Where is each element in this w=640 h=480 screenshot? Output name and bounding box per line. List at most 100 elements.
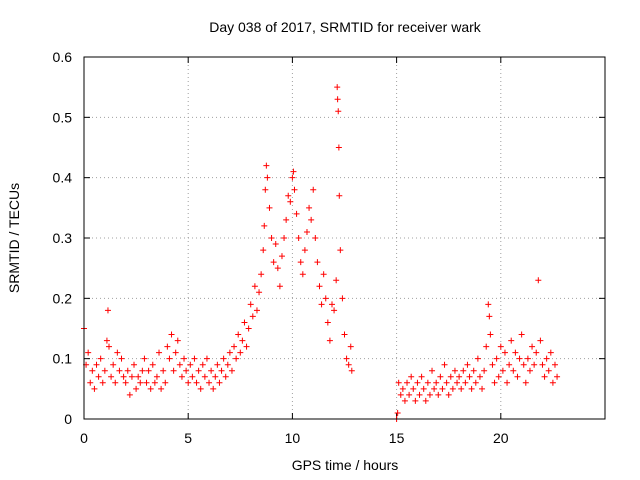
data-point-marker	[120, 373, 127, 380]
data-point-marker	[160, 367, 167, 374]
data-point-marker	[104, 307, 111, 314]
data-point-marker	[394, 409, 401, 416]
data-point-marker	[162, 379, 169, 386]
data-point-marker	[320, 271, 327, 278]
data-point-marker	[101, 367, 108, 374]
data-point-marker	[437, 373, 444, 380]
data-point-marker	[118, 355, 125, 362]
data-point-marker	[514, 373, 521, 380]
data-point-marker	[334, 96, 341, 103]
data-point-marker	[274, 265, 281, 272]
data-point-marker	[472, 379, 479, 386]
data-point-marker	[433, 379, 440, 386]
data-point-marker	[322, 295, 329, 302]
data-point-marker	[156, 349, 163, 356]
data-point-marker	[285, 192, 292, 199]
data-point-marker	[262, 186, 269, 193]
data-point-marker	[404, 379, 411, 386]
data-point-marker	[203, 355, 210, 362]
y-tick-label: 0.1	[53, 351, 73, 367]
data-point-marker	[443, 379, 450, 386]
y-tick-label: 0.4	[53, 170, 73, 186]
data-point-marker	[462, 379, 469, 386]
data-point-marker	[199, 361, 206, 368]
data-point-marker	[170, 367, 177, 374]
data-point-marker	[181, 355, 188, 362]
data-point-marker	[191, 355, 198, 362]
data-point-marker	[399, 385, 406, 392]
data-point-marker	[145, 367, 152, 374]
data-point-marker	[541, 373, 548, 380]
data-point-marker	[414, 379, 421, 386]
data-point-marker	[486, 313, 493, 320]
data-point-marker	[87, 379, 94, 386]
data-point-marker	[103, 337, 110, 344]
data-point-marker	[318, 301, 325, 308]
x-axis-ticks: 0 5 10 15 20	[80, 57, 509, 446]
data-point-marker	[174, 337, 181, 344]
data-point-marker	[231, 343, 238, 350]
data-point-marker	[256, 289, 263, 296]
y-tick-label: 0.6	[53, 49, 73, 65]
data-point-marker	[501, 349, 508, 356]
data-point-marker	[308, 216, 315, 223]
data-points	[81, 84, 561, 422]
data-point-marker	[137, 379, 144, 386]
x-axis-label: GPS time / hours	[292, 457, 399, 473]
data-point-marker	[547, 349, 554, 356]
data-point-marker	[233, 355, 240, 362]
data-point-marker	[310, 186, 317, 193]
data-point-marker	[220, 355, 227, 362]
data-point-marker	[489, 361, 496, 368]
data-point-marker	[289, 174, 296, 181]
data-point-marker	[435, 391, 442, 398]
data-point-marker	[266, 204, 273, 211]
data-point-marker	[464, 361, 471, 368]
data-point-marker	[108, 373, 115, 380]
data-point-marker	[460, 367, 467, 374]
data-point-marker	[426, 391, 433, 398]
data-point-marker	[306, 204, 313, 211]
data-point-marker	[189, 373, 196, 380]
data-point-marker	[278, 253, 285, 260]
x-tick-label: 10	[285, 430, 301, 446]
data-point-marker	[245, 325, 252, 332]
data-point-marker	[301, 247, 308, 254]
x-tick-label: 15	[389, 430, 405, 446]
data-point-marker	[335, 144, 342, 151]
data-point-marker	[456, 373, 463, 380]
data-point-marker	[297, 259, 304, 266]
data-point-marker	[334, 84, 341, 91]
data-point-marker	[110, 361, 117, 368]
data-point-marker	[531, 361, 538, 368]
data-point-marker	[147, 385, 154, 392]
data-point-marker	[328, 301, 335, 308]
data-point-marker	[214, 361, 221, 368]
data-point-marker	[510, 367, 517, 374]
data-point-marker	[116, 367, 123, 374]
data-point-marker	[347, 343, 354, 350]
data-point-marker	[153, 373, 160, 380]
data-point-marker	[260, 247, 267, 254]
data-point-marker	[187, 361, 194, 368]
data-point-marker	[445, 391, 452, 398]
data-point-marker	[106, 343, 113, 350]
data-point-marker	[508, 337, 515, 344]
data-point-marker	[97, 355, 104, 362]
data-point-marker	[261, 222, 268, 229]
data-point-marker	[451, 367, 458, 374]
data-point-marker	[164, 343, 171, 350]
data-point-marker	[91, 385, 98, 392]
data-point-marker	[406, 391, 413, 398]
data-point-marker	[345, 361, 352, 368]
data-point-marker	[431, 385, 438, 392]
data-point-marker	[543, 355, 550, 362]
data-point-marker	[241, 319, 248, 326]
data-point-marker	[336, 192, 343, 199]
data-point-marker	[235, 331, 242, 338]
data-point-marker	[333, 277, 340, 284]
data-point-marker	[481, 367, 488, 374]
data-point-marker	[341, 331, 348, 338]
data-point-marker	[122, 379, 129, 386]
data-point-marker	[429, 367, 436, 374]
